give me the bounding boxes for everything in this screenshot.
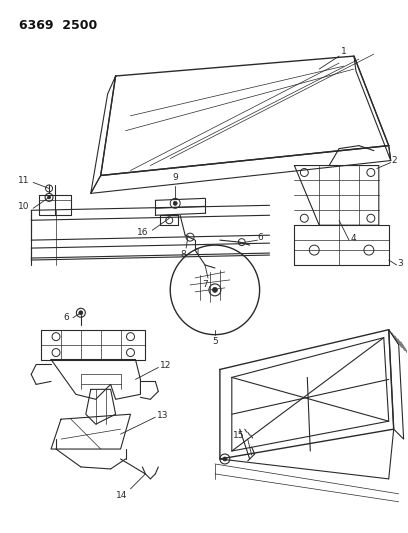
Text: 3: 3 (398, 259, 404, 268)
Text: 6: 6 (63, 313, 69, 322)
Text: 7: 7 (202, 280, 208, 289)
Circle shape (223, 457, 227, 461)
Circle shape (213, 287, 217, 293)
Circle shape (79, 311, 83, 315)
Text: 15: 15 (233, 431, 245, 440)
Text: 9: 9 (172, 173, 178, 182)
Text: 8: 8 (180, 250, 186, 259)
Text: 6369  2500: 6369 2500 (19, 19, 98, 33)
Circle shape (173, 201, 177, 205)
Text: 11: 11 (18, 176, 29, 185)
Text: 2: 2 (392, 156, 397, 165)
Text: 6: 6 (257, 232, 264, 241)
Text: 5: 5 (212, 337, 218, 345)
Text: 12: 12 (160, 361, 172, 370)
Text: 4: 4 (351, 233, 357, 243)
Circle shape (48, 196, 51, 199)
Text: 14: 14 (116, 491, 128, 500)
Text: 1: 1 (341, 46, 347, 55)
Text: 16: 16 (137, 228, 149, 237)
Text: 1: 1 (195, 248, 201, 257)
Text: 10: 10 (18, 202, 29, 211)
Text: 13: 13 (157, 411, 169, 419)
